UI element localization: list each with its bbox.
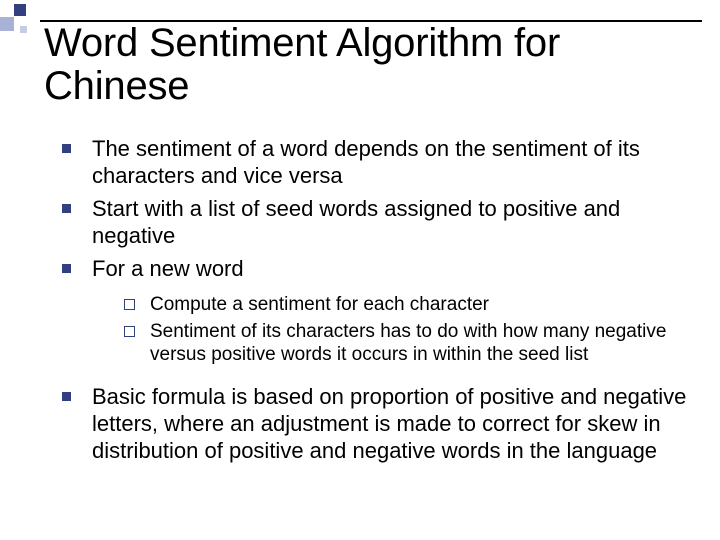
spacer [62,376,694,384]
bullet-text: For a new word [92,256,244,281]
bullet-item: The sentiment of a word depends on the s… [62,136,694,190]
bullet-text: Sentiment of its characters has to do wi… [150,321,666,365]
bullet-text: Start with a list of seed words assigned… [92,196,620,248]
sub-bullet-item: Compute a sentiment for each character [124,293,694,316]
bullet-item: Basic formula is based on proportion of … [62,384,694,464]
bullet-text: Basic formula is based on proportion of … [92,384,686,463]
bullet-text: Compute a sentiment for each character [150,294,489,315]
sub-bullet-item: Sentiment of its characters has to do wi… [124,320,694,366]
bullet-item: For a new word Compute a sentiment for e… [62,256,694,366]
slide-title: Word Sentiment Algorithm for Chinese [44,22,694,108]
bullet-text: The sentiment of a word depends on the s… [92,136,640,188]
bullet-item: Start with a list of seed words assigned… [62,196,694,250]
bullet-list-level2: Compute a sentiment for each character S… [92,293,694,367]
slide-content: Word Sentiment Algorithm for Chinese The… [0,0,720,540]
bullet-list-level1: The sentiment of a word depends on the s… [44,136,694,464]
